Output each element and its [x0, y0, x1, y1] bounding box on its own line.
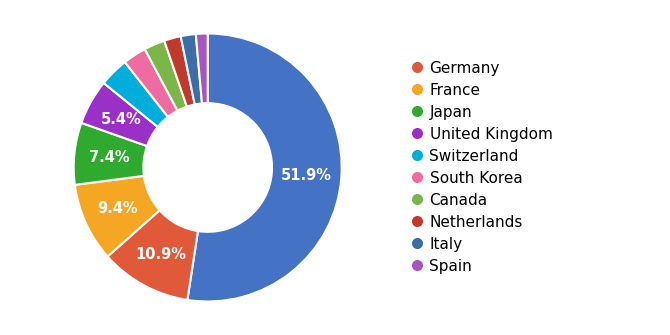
Text: 51.9%: 51.9%	[281, 168, 332, 183]
Legend: Germany, France, Japan, United Kingdom, Switzerland, South Korea, Canada, Nether: Germany, France, Japan, United Kingdom, …	[409, 58, 555, 277]
Wedge shape	[75, 176, 159, 257]
Wedge shape	[108, 210, 198, 300]
Text: 5.4%: 5.4%	[100, 112, 141, 127]
Text: 7.4%: 7.4%	[88, 150, 129, 164]
Text: 9.4%: 9.4%	[97, 201, 138, 216]
Wedge shape	[164, 36, 195, 107]
Wedge shape	[196, 34, 208, 104]
Text: 10.9%: 10.9%	[135, 247, 186, 262]
Wedge shape	[125, 49, 178, 117]
Wedge shape	[81, 83, 157, 146]
Wedge shape	[145, 41, 187, 111]
Wedge shape	[74, 123, 147, 185]
Wedge shape	[181, 34, 202, 105]
Wedge shape	[188, 34, 342, 302]
Wedge shape	[104, 62, 168, 127]
